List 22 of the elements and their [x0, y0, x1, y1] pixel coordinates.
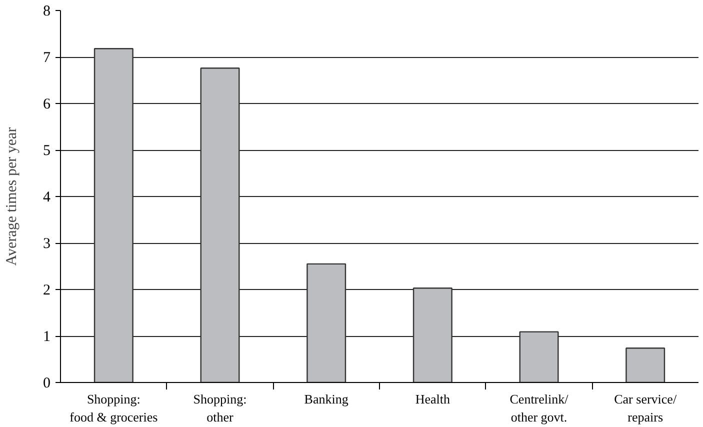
- y-tick-label: 1: [43, 329, 50, 345]
- y-axis-title: Average times per year: [4, 127, 20, 266]
- x-tick-label: Car service/ repairs: [614, 392, 677, 424]
- bar: [519, 331, 559, 382]
- bar: [626, 347, 666, 382]
- bar: [412, 288, 452, 382]
- y-tick-label: 7: [43, 50, 51, 66]
- x-tick-label: Health: [415, 392, 450, 406]
- y-tick-label: 8: [43, 4, 50, 20]
- x-tick-label: Shopping: other: [193, 392, 247, 424]
- bar: [306, 263, 346, 382]
- y-tick-label: 0: [43, 376, 50, 392]
- y-tick-label: 6: [43, 96, 51, 112]
- x-tick-label: Banking: [304, 392, 349, 406]
- y-tick-label: 3: [43, 236, 50, 252]
- y-tick-label: 2: [43, 282, 50, 298]
- bar: [94, 48, 134, 382]
- y-tick-label: 5: [43, 143, 50, 159]
- y-tick-label: 4: [43, 190, 51, 206]
- x-tick-label: Centrelink/ other govt.: [510, 392, 569, 424]
- bar: [200, 68, 240, 382]
- x-tick-label: Shopping: food & groceries: [70, 392, 158, 424]
